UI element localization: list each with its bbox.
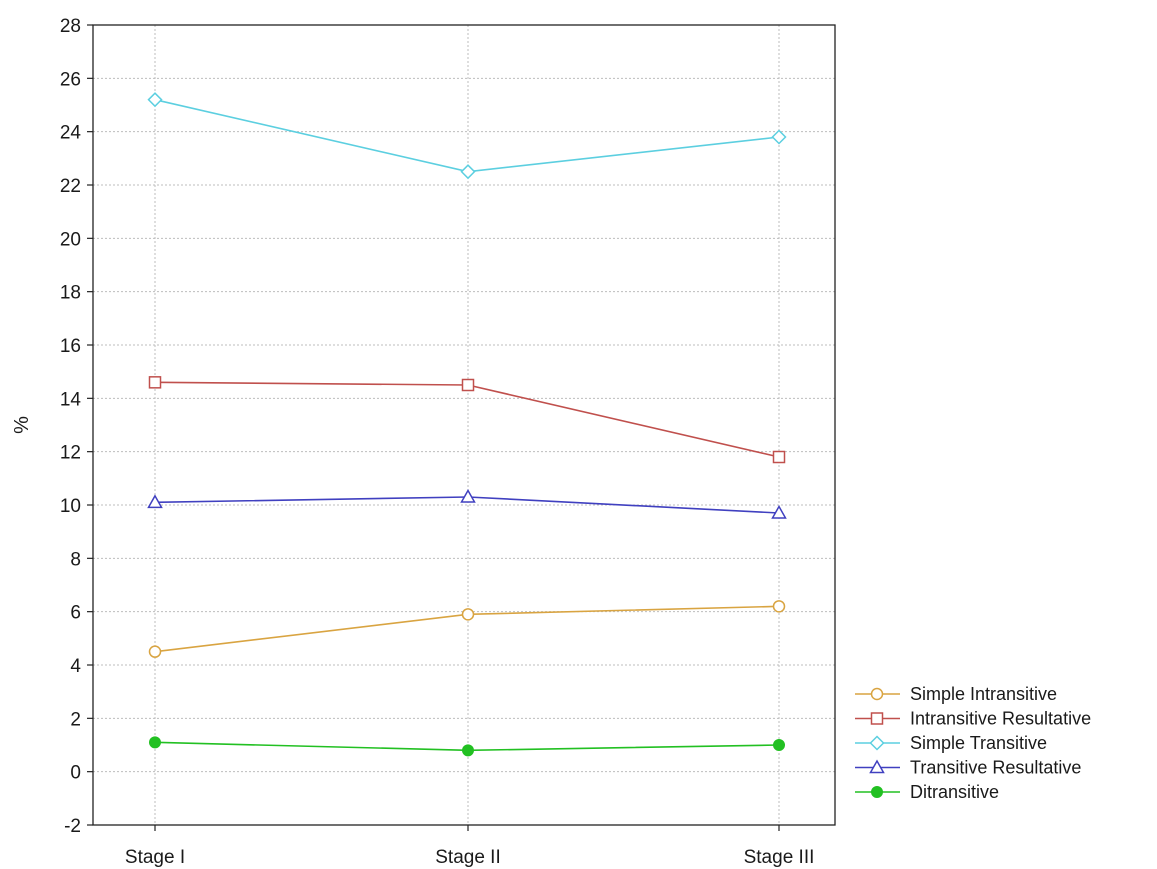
y-tick-label: 28	[60, 16, 81, 37]
series-line	[154, 98, 780, 173]
y-tick-label: 22	[60, 176, 81, 197]
legend-label: Ditransitive	[910, 782, 999, 802]
series-intransitive-resultative	[148, 376, 786, 464]
y-axis-label: %	[11, 416, 33, 434]
data-point	[462, 744, 474, 757]
legend-item: Ditransitive	[855, 782, 999, 802]
y-tick-label: 26	[60, 69, 81, 90]
data-point	[773, 739, 785, 751]
y-tick-label: 10	[60, 496, 81, 517]
data-point	[460, 488, 476, 503]
data-point	[771, 129, 787, 145]
series-ditransitive	[149, 736, 785, 757]
legend-item: Simple Intransitive	[855, 684, 1057, 704]
legend-marker	[870, 712, 884, 725]
y-tick-label: 0	[70, 763, 81, 784]
y-tick-label: 24	[60, 123, 82, 144]
legend-label: Simple Transitive	[910, 733, 1047, 753]
data-point	[461, 378, 475, 392]
y-tick-label: 8	[70, 549, 81, 570]
x-tick-label: Stage I	[125, 847, 185, 868]
series-line	[154, 381, 780, 458]
y-tick-label: 4	[70, 656, 81, 677]
series-group	[147, 92, 787, 757]
grid	[93, 24, 835, 826]
legend-marker	[870, 687, 884, 701]
data-point	[772, 450, 786, 464]
x-tick-label: Stage II	[435, 847, 501, 868]
x-axis: Stage I Stage II Stage III	[125, 825, 815, 868]
series-transitive-resultative	[147, 488, 787, 519]
y-tick-label: 14	[60, 389, 82, 410]
y-tick-label: 20	[60, 229, 81, 250]
plot-frame	[92, 24, 836, 826]
legend-item: Transitive Resultative	[855, 758, 1081, 778]
data-point	[149, 736, 161, 749]
legend-item: Intransitive Resultative	[855, 709, 1091, 729]
data-point	[772, 600, 786, 613]
legend-item: Simple Transitive	[855, 733, 1047, 753]
legend-marker	[869, 759, 885, 774]
y-tick-label: 18	[60, 283, 81, 304]
data-point	[461, 608, 475, 621]
x-tick-label: Stage III	[744, 847, 815, 868]
y-tick-label: 6	[70, 603, 81, 624]
data-point	[771, 504, 787, 519]
legend-label: Intransitive Resultative	[910, 709, 1091, 729]
data-point	[147, 494, 163, 509]
y-tick-label: 16	[60, 336, 81, 357]
data-point	[147, 92, 163, 108]
y-tick-label: 12	[60, 443, 81, 464]
series-simple-intransitive	[148, 600, 786, 658]
y-tick-label: 2	[70, 709, 81, 730]
legend-marker	[871, 786, 883, 798]
legend-marker	[869, 735, 885, 751]
y-tick-label: -2	[64, 816, 81, 837]
data-point	[148, 376, 162, 389]
series-simple-transitive	[147, 92, 787, 180]
legend: Simple Intransitive Intransitive Resultat…	[855, 684, 1091, 802]
legend-label: Simple Intransitive	[910, 684, 1057, 704]
legend-label: Transitive Resultative	[910, 758, 1081, 778]
data-point	[460, 164, 476, 180]
data-point	[148, 645, 162, 658]
